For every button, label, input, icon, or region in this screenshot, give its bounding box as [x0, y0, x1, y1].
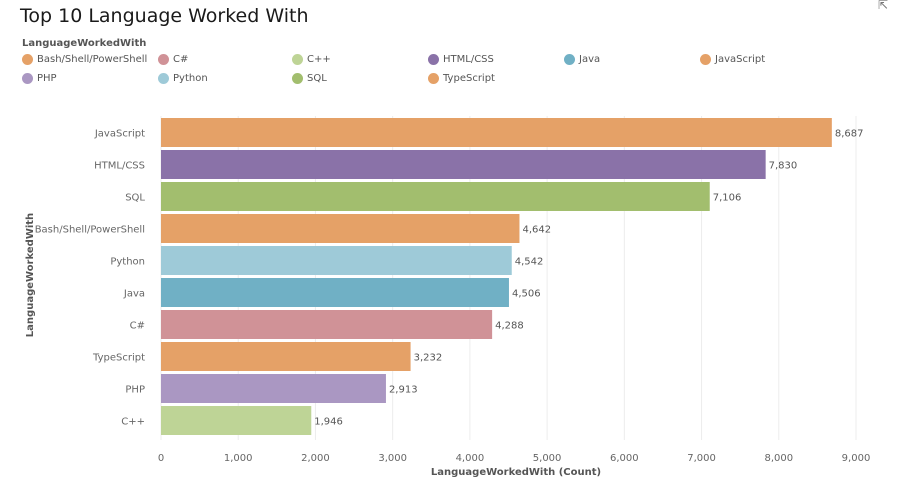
value-label: 3,232 — [414, 353, 443, 364]
legend-label: TypeScript — [443, 73, 495, 84]
value-label: 2,913 — [389, 385, 418, 396]
legend-swatch — [292, 73, 303, 84]
value-label: 8,687 — [835, 129, 864, 140]
legend-swatch — [292, 54, 303, 65]
legend-item[interactable]: HTML/CSS — [428, 54, 494, 65]
value-label: 4,506 — [512, 289, 541, 300]
bar[interactable] — [161, 182, 710, 211]
category-label: TypeScript — [92, 353, 145, 364]
legend-label: Python — [173, 73, 208, 84]
bar[interactable] — [161, 150, 766, 179]
category-label: C++ — [121, 417, 145, 428]
x-tick-labels: 0 1,000 2,000 3,000 4,000 5,000 6,000 7,000 8,00… — [158, 453, 871, 464]
legend-item[interactable]: Bash/Shell/PowerShell — [22, 54, 147, 65]
legend-title: LanguageWorkedWith — [22, 38, 147, 49]
legend-swatch — [158, 54, 169, 65]
x-tick-label: 0 — [158, 453, 164, 464]
y-axis-title: LanguageWorkedWith — [25, 213, 36, 337]
chart-title: Top 10 Language Worked With — [20, 5, 309, 27]
bar[interactable] — [161, 214, 520, 243]
legend-label: JavaScript — [715, 54, 766, 65]
x-tick-label: 3,000 — [378, 453, 407, 464]
legend-swatch — [564, 54, 575, 65]
legend-swatch — [158, 73, 169, 84]
value-label: 4,642 — [522, 225, 551, 236]
value-label: 7,830 — [769, 161, 798, 172]
bar[interactable] — [161, 118, 832, 147]
category-labels: JavaScript HTML/CSS SQL Bash/Shell/PowerShe… — [35, 129, 146, 428]
bars — [161, 118, 832, 435]
category-label: SQL — [125, 193, 145, 204]
category-label: Java — [123, 289, 145, 300]
legend-label: C++ — [307, 54, 331, 65]
legend: Bash/Shell/PowerShell C# C++ HTML/CSS Java Ja… — [22, 54, 882, 94]
legend-label: Java — [579, 54, 601, 65]
bar[interactable] — [161, 374, 386, 403]
pointer-icon: ⇱ — [877, 0, 888, 12]
bar[interactable] — [161, 310, 493, 339]
category-label: PHP — [125, 385, 145, 396]
x-axis-title: LanguageWorkedWith (Count) — [431, 467, 601, 478]
category-label: Python — [110, 257, 145, 268]
legend-item[interactable]: JavaScript — [700, 54, 765, 65]
bar[interactable] — [161, 342, 411, 371]
legend-label: Bash/Shell/PowerShell — [37, 54, 148, 65]
category-label: C# — [130, 321, 145, 332]
legend-swatch — [22, 54, 33, 65]
x-tick-label: 9,000 — [842, 453, 871, 464]
x-tick-label: 6,000 — [610, 453, 639, 464]
category-label: JavaScript — [94, 129, 145, 140]
value-label: 7,106 — [713, 193, 742, 204]
legend-swatch — [22, 73, 33, 84]
legend-label: HTML/CSS — [443, 54, 494, 65]
legend-item[interactable]: Python — [158, 73, 208, 84]
legend-label: SQL — [307, 73, 327, 84]
x-tick-label: 4,000 — [456, 453, 485, 464]
x-tick-label: 1,000 — [224, 453, 253, 464]
category-label: Bash/Shell/PowerShell — [35, 225, 145, 236]
legend-item[interactable]: Java — [564, 54, 600, 65]
legend-swatch — [428, 54, 439, 65]
legend-label: PHP — [37, 73, 57, 84]
value-label: 4,288 — [495, 321, 524, 332]
legend-swatch — [428, 73, 439, 84]
category-label: HTML/CSS — [94, 161, 145, 172]
legend-item[interactable]: C# — [158, 54, 188, 65]
x-tick-label: 8,000 — [764, 453, 793, 464]
legend-item[interactable]: PHP — [22, 73, 57, 84]
bar[interactable] — [161, 406, 312, 435]
value-label: 1,946 — [314, 417, 343, 428]
value-labels: 8,687 7,830 7,106 4,642 4,542 4,506 4,288 3,232… — [314, 129, 863, 428]
legend-swatch — [700, 54, 711, 65]
legend-item[interactable]: SQL — [292, 73, 327, 84]
legend-item[interactable]: TypeScript — [428, 73, 495, 84]
bar[interactable] — [161, 246, 512, 275]
value-label: 4,542 — [515, 257, 544, 268]
x-tick-label: 2,000 — [301, 453, 330, 464]
bar[interactable] — [161, 278, 509, 307]
x-tick-label: 7,000 — [687, 453, 716, 464]
legend-label: C# — [173, 54, 189, 65]
legend-item[interactable]: C++ — [292, 54, 331, 65]
x-tick-label: 5,000 — [533, 453, 562, 464]
